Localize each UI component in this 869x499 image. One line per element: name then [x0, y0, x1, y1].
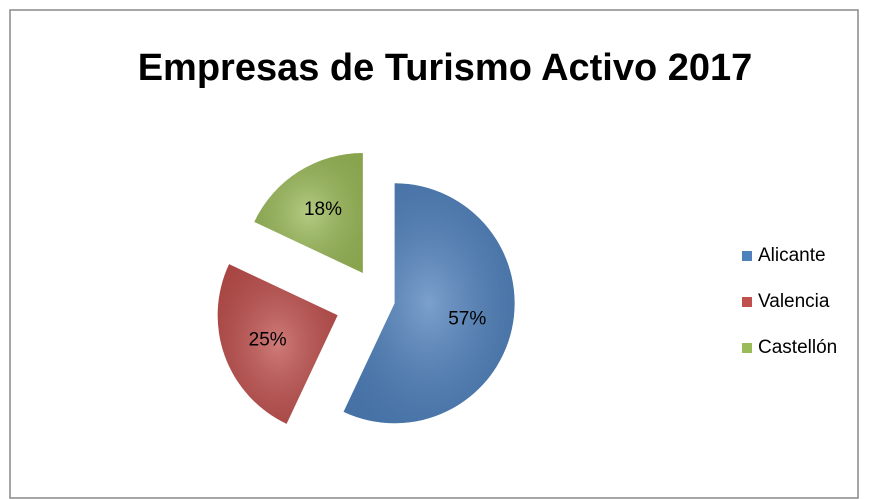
legend-swatch: [742, 251, 752, 261]
legend-label: Alicante: [758, 245, 826, 266]
legend-label: Valencia: [758, 291, 830, 312]
chart-title: Empresas de Turismo Activo 2017: [138, 47, 753, 89]
pie-slice-shade: [254, 152, 363, 273]
legend-label: Castellón: [758, 337, 837, 358]
data-label: 18%: [304, 199, 342, 220]
legend-swatch: [742, 297, 752, 307]
data-label: 25%: [249, 329, 287, 350]
data-label: 57%: [448, 309, 486, 330]
pie-slice-shade: [343, 183, 515, 424]
legend-swatch: [742, 343, 752, 353]
pie-slice-shade: [217, 264, 338, 424]
